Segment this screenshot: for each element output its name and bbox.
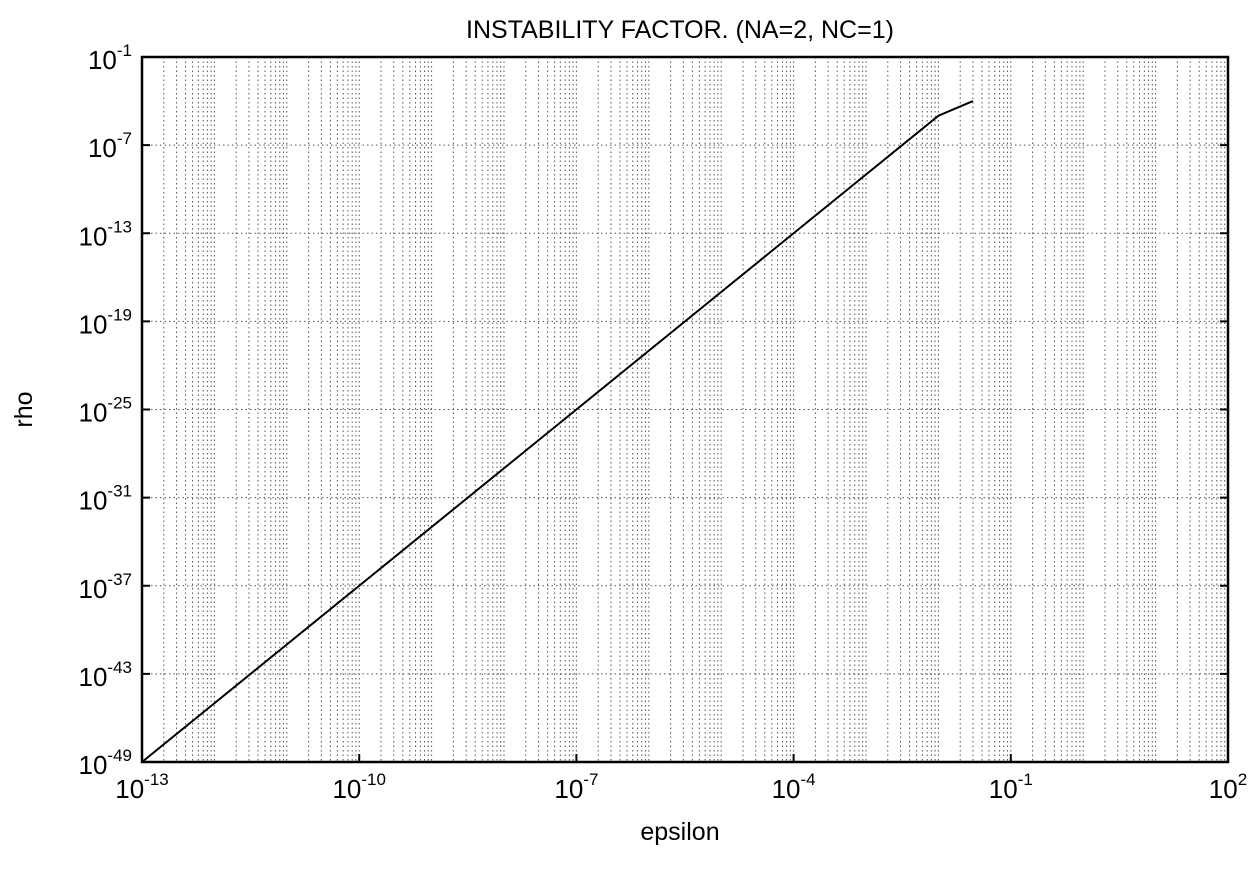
y-tick-label: 10-7: [88, 129, 132, 163]
x-tick-label: 10-1: [989, 770, 1033, 804]
y-tick-label: 10-25: [79, 394, 133, 428]
y-tick-label: 10-37: [79, 570, 133, 604]
series-line: [141, 100, 974, 763]
y-tick-label: 10-13: [79, 217, 133, 251]
series-layer: [141, 100, 974, 763]
y-tick-label: 10-19: [79, 305, 133, 339]
x-tick-labels: 10-13 10-10 10-7 10-4 10-1 102: [115, 770, 1247, 804]
tick-marks: [141, 56, 1229, 763]
y-tick-label: 10-43: [79, 658, 133, 692]
x-axis-label: epsilon: [640, 818, 719, 846]
y-tick-label: 10-49: [79, 746, 133, 780]
x-tick-label: 10-7: [554, 770, 598, 804]
y-axis-label: rho: [10, 391, 38, 427]
y-tick-label: 10-1: [88, 41, 132, 75]
x-tick-label: 10-13: [115, 770, 169, 804]
x-tick-label: 10-4: [772, 770, 816, 804]
y-tick-labels: 10-49 10-43 10-37 10-31 10-25 10-19 10-13 10-7 1…: [79, 41, 133, 780]
x-tick-label: 102: [1209, 770, 1247, 804]
x-tick-label: 10-10: [332, 770, 386, 804]
chart-title: INSTABILITY FACTOR. (NA=2, NC=1): [466, 16, 894, 44]
y-tick-label: 10-31: [79, 482, 133, 516]
grid: [142, 57, 1228, 762]
